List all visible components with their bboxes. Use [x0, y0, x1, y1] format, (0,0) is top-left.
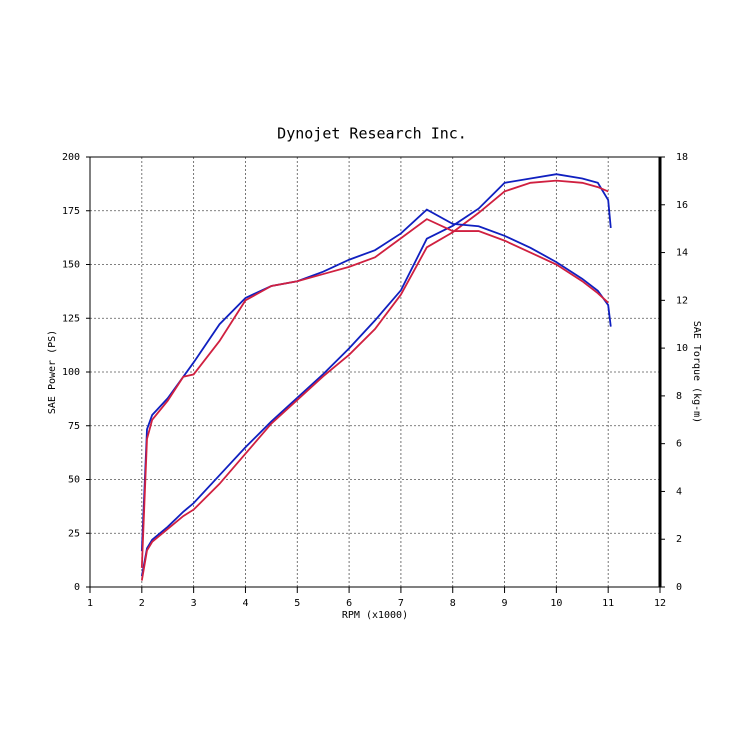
- x-tick-label: 8: [450, 598, 456, 609]
- x-tick-label: 1: [87, 598, 93, 609]
- x-axis-label: RPM (x1000): [342, 610, 408, 621]
- x-tick-label: 5: [294, 598, 300, 609]
- x-tick-label: 10: [550, 598, 562, 609]
- x-tick-label: 9: [502, 598, 508, 609]
- y-tick-label: 50: [68, 475, 80, 486]
- y-tick-label: 100: [62, 367, 80, 378]
- y2-tick-label: 2: [676, 534, 682, 545]
- x-tick-label: 12: [654, 598, 666, 609]
- y-tick-label: 0: [74, 582, 80, 593]
- y-tick-label: 200: [62, 152, 80, 163]
- y2-tick-label: 6: [676, 439, 682, 450]
- series-line: [140, 179, 609, 581]
- y2-tick-label: 18: [676, 152, 688, 163]
- y2-tick-label: 0: [676, 582, 682, 593]
- y-tick-label: 175: [62, 206, 80, 217]
- x-tick-label: 3: [191, 598, 197, 609]
- x-tick-label: 6: [346, 598, 352, 609]
- y2-tick-label: 10: [676, 343, 688, 354]
- y-axis-label: SAE Power (PS): [47, 330, 58, 414]
- y2-tick-label: 14: [676, 248, 688, 259]
- y-tick-label: 75: [68, 421, 80, 432]
- x-tick-label: 11: [602, 598, 614, 609]
- y-tick-label: 150: [62, 260, 80, 271]
- series-line: [140, 208, 612, 552]
- series-line: [140, 173, 612, 577]
- y2-axis-label: SAE Torque (kg-m): [691, 321, 702, 423]
- y-tick-label: 25: [68, 528, 80, 539]
- y2-tick-label: 12: [676, 295, 688, 306]
- series-line: [140, 218, 609, 568]
- x-tick-label: 2: [139, 598, 145, 609]
- x-tick-label: 4: [242, 598, 248, 609]
- chart-title: Dynojet Research Inc.: [277, 125, 467, 143]
- y2-tick-label: 8: [676, 391, 682, 402]
- y2-tick-label: 4: [676, 486, 682, 497]
- y2-tick-label: 16: [676, 200, 688, 211]
- x-tick-label: 7: [398, 598, 404, 609]
- y-tick-label: 125: [62, 313, 80, 324]
